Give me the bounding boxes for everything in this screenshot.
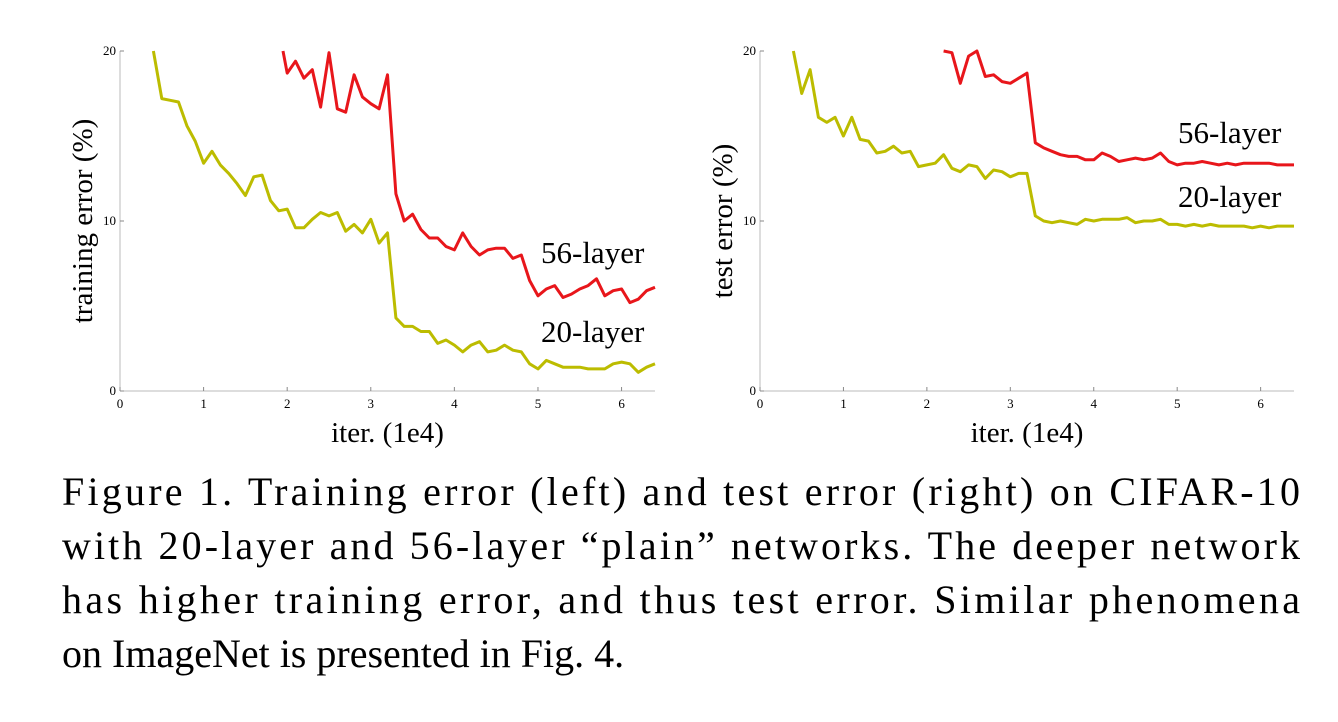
y-tick-label: 0 bbox=[110, 383, 117, 398]
x-tick-label: 4 bbox=[1091, 396, 1098, 411]
data-line bbox=[943, 49, 1294, 167]
y-tick-label: 20 bbox=[103, 43, 116, 58]
x-tick-label: 5 bbox=[535, 396, 542, 411]
x-tick-label: 2 bbox=[284, 396, 291, 411]
x-tick-label: 1 bbox=[200, 396, 207, 411]
y-axis-label: test error (%) bbox=[707, 144, 739, 299]
x-tick-label: 0 bbox=[757, 396, 764, 411]
x-axis-label: iter. (1e4) bbox=[331, 417, 444, 449]
y-tick-label: 10 bbox=[103, 213, 116, 228]
x-tick-label: 5 bbox=[1174, 396, 1181, 411]
data-line bbox=[151, 50, 656, 374]
caption-line: Figure 1. Training error (left) and test… bbox=[62, 469, 1300, 514]
x-tick-label: 0 bbox=[117, 396, 124, 411]
x-tick-label: 6 bbox=[1257, 396, 1264, 411]
series-label: 56-layer bbox=[1178, 115, 1282, 150]
x-tick-label: 3 bbox=[368, 396, 375, 411]
x-axis-label: iter. (1e4) bbox=[971, 417, 1084, 449]
data-line bbox=[281, 50, 656, 305]
y-tick-label: 10 bbox=[743, 213, 756, 228]
y-axis-label: training error (%) bbox=[67, 119, 99, 324]
x-tick-label: 3 bbox=[1007, 396, 1014, 411]
x-tick-label: 6 bbox=[618, 396, 625, 411]
caption-line: has higher training error, and thus test… bbox=[62, 577, 1300, 622]
caption-line: on ImageNet is presented in Fig. 4. bbox=[62, 631, 624, 676]
series-label: 56-layer bbox=[541, 235, 645, 270]
y-tick-label: 0 bbox=[750, 383, 757, 398]
y-tick-label: 20 bbox=[743, 43, 756, 58]
data-line bbox=[791, 50, 1294, 230]
series-label: 20-layer bbox=[1178, 179, 1282, 214]
caption-line: with 20-layer and 56-layer “plain” netwo… bbox=[62, 523, 1300, 568]
x-tick-label: 1 bbox=[840, 396, 847, 411]
series-label: 20-layer bbox=[541, 314, 645, 349]
x-tick-label: 4 bbox=[451, 396, 458, 411]
x-tick-label: 2 bbox=[924, 396, 931, 411]
